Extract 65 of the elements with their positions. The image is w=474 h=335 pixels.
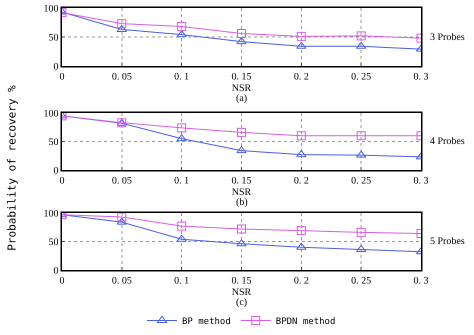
- point: [296, 242, 306, 250]
- x-tick-label: 0. 05: [112, 276, 132, 286]
- x-tick-label: 0. 2: [294, 276, 309, 286]
- legend-label: BPDN method: [276, 317, 336, 328]
- point: [237, 224, 246, 234]
- line-series: [62, 213, 421, 254]
- point: [356, 228, 366, 237]
- point: [296, 32, 306, 41]
- y-axis-title: Probability of recovery %: [6, 84, 18, 250]
- y-tick-label: 50: [48, 137, 58, 148]
- point: [356, 131, 366, 140]
- y-tick-label: 50: [48, 237, 58, 248]
- point: [176, 234, 187, 242]
- x-tick-label: 0. 25: [351, 176, 372, 186]
- point: [116, 24, 127, 32]
- point: [356, 42, 366, 49]
- y-tick-label: 100: [44, 208, 58, 220]
- y-tick-label: 100: [44, 108, 58, 120]
- point: [296, 226, 306, 236]
- x-tick-label: 0. 1: [174, 276, 190, 286]
- point: [356, 31, 366, 40]
- x-tick-label: 0. 15: [232, 276, 252, 286]
- text: (a): [236, 93, 248, 104]
- x-tick-label: 0. 15: [232, 72, 252, 82]
- x-tick-label: 0. 05: [112, 176, 132, 186]
- point: [117, 213, 126, 222]
- x-tick-label: 0. 3: [414, 276, 428, 286]
- point: [296, 150, 306, 158]
- text: (b): [236, 197, 248, 208]
- x-axis-title: NSR: [232, 82, 252, 94]
- point: [177, 222, 186, 231]
- point: [237, 128, 246, 137]
- x-axis-title: NSR: [232, 186, 252, 198]
- y-tick-label: 0: [54, 62, 58, 72]
- x-axis-title: NSR: [232, 286, 252, 298]
- x-tick-label: 0. 25: [351, 276, 372, 286]
- x-tick-label: 0. 25: [351, 72, 372, 82]
- y-tick-label: 50: [48, 32, 58, 44]
- x-tick-label: 0. 3: [414, 72, 428, 82]
- point: [177, 22, 186, 32]
- point: [296, 131, 306, 140]
- point: [176, 30, 187, 38]
- point: [296, 42, 306, 49]
- x-tick-label: 0. 3: [414, 176, 428, 186]
- text: 4 Probes: [430, 136, 465, 147]
- y-tick-label: 0: [54, 166, 58, 176]
- x-tick-label: 0. 05: [112, 72, 132, 82]
- x-tick-label: 0. 1: [174, 72, 190, 82]
- point: [237, 29, 246, 38]
- point: [176, 134, 187, 142]
- x-tick-label: 0. 2: [294, 176, 309, 186]
- x-tick-label: 0. 15: [232, 176, 252, 186]
- text: 3 Probes: [430, 32, 465, 43]
- text: 5 Probes: [430, 236, 465, 247]
- point: [356, 150, 366, 158]
- y-tick-label: 0: [54, 266, 58, 276]
- y-tick-label: 100: [44, 4, 58, 14]
- point: [117, 19, 126, 28]
- legend-label: BP method: [182, 317, 231, 328]
- point: [177, 123, 186, 132]
- x-tick-label: 0. 2: [294, 72, 309, 82]
- x-tick-label: 0. 1: [174, 176, 190, 186]
- point: [116, 218, 127, 225]
- point: [356, 244, 366, 252]
- text: (c): [236, 297, 248, 308]
